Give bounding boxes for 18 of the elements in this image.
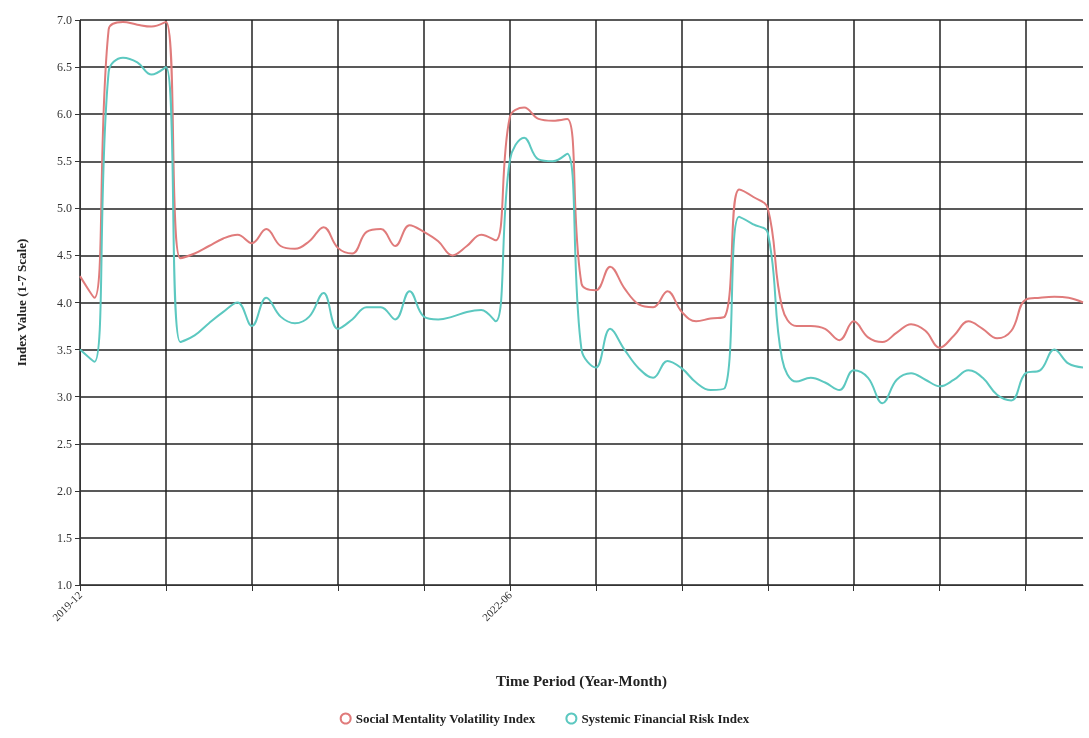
y-axis-title: Index Value (1-7 Scale) — [14, 238, 29, 367]
y-tick-label: 6.0 — [57, 107, 72, 122]
y-tick-label: 6.5 — [57, 60, 72, 75]
y-tick-label: 3.5 — [57, 342, 72, 357]
y-tick-label: 5.5 — [57, 154, 72, 169]
y-tick-label: 4.0 — [57, 295, 72, 310]
legend-label: Systemic Financial Risk Index — [581, 711, 750, 726]
y-tick-label: 5.0 — [57, 201, 72, 216]
y-tick-label: 3.0 — [57, 389, 72, 404]
y-tick-label: 7.0 — [57, 13, 72, 27]
y-tick-label: 2.0 — [57, 483, 72, 498]
y-tick-label: 4.5 — [57, 248, 72, 263]
y-tick-label: 2.5 — [57, 436, 72, 451]
line-series — [79, 56, 1084, 405]
x-axis-title: Time Period (Year-Month) — [496, 672, 667, 690]
y-tick-label: 1.0 — [57, 578, 72, 592]
legend-label: Social Mentality Volatility Index — [355, 711, 536, 726]
y-tick-label: 1.5 — [57, 530, 72, 545]
